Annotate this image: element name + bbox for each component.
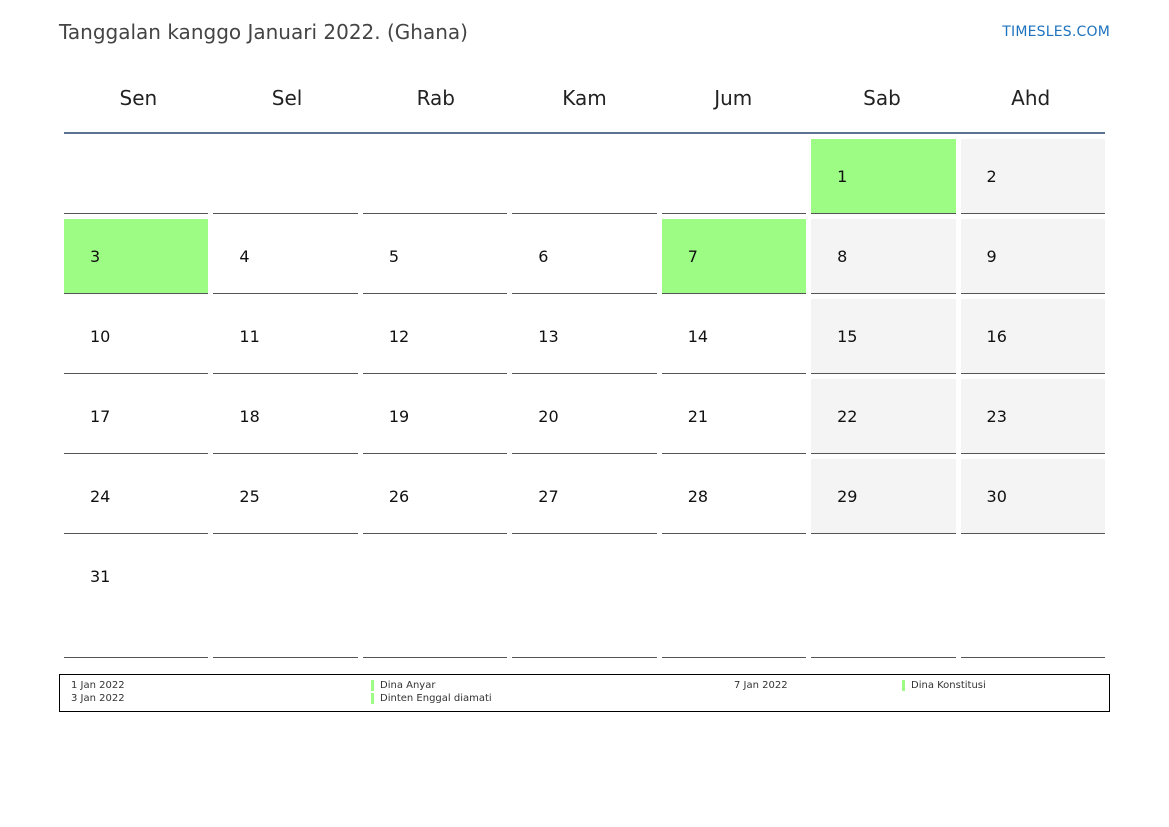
day-number: 28 — [687, 487, 709, 506]
day-cell[interactable]: 6 — [512, 219, 657, 294]
day-cell[interactable]: 30 — [960, 459, 1105, 534]
holiday-day-cell[interactable]: 3 — [64, 219, 209, 294]
day-number: 31 — [90, 567, 111, 586]
day-number: 22 — [837, 407, 858, 426]
empty-day-cell — [811, 539, 956, 658]
day-number: 11 — [239, 327, 260, 346]
empty-day-cell — [362, 539, 508, 658]
empty-day-cell — [64, 139, 209, 214]
day-cell[interactable]: 4 — [213, 219, 358, 294]
day-cell[interactable]: 19 — [362, 379, 508, 454]
empty-day-cell — [512, 139, 657, 214]
day-cell[interactable]: 17 — [64, 379, 209, 454]
day-cell[interactable]: 28 — [661, 459, 807, 534]
legend-date: 1 Jan 2022 — [71, 680, 125, 691]
day-number: 21 — [687, 407, 709, 426]
day-cell[interactable]: 31 — [64, 539, 209, 658]
weekday-label: Jum — [714, 86, 753, 110]
calendar-week-row: 24 25 26 27 28 29 30 — [64, 459, 1105, 534]
day-number: 23 — [986, 407, 1007, 426]
day-cell[interactable]: 23 — [960, 379, 1105, 454]
day-cell[interactable]: 18 — [213, 379, 358, 454]
empty-day-cell — [661, 539, 807, 658]
day-cell[interactable]: 9 — [960, 219, 1105, 294]
day-number: 2 — [986, 167, 997, 186]
day-number: 18 — [239, 407, 260, 426]
day-cell[interactable]: 20 — [512, 379, 657, 454]
legend-holiday-name: Dina Anyar — [371, 680, 435, 691]
weekday-label: Kam — [562, 86, 607, 110]
empty-day-cell — [213, 139, 358, 214]
day-number: 13 — [538, 327, 559, 346]
day-number: 20 — [538, 407, 559, 426]
day-cell[interactable]: 21 — [661, 379, 807, 454]
day-number: 16 — [986, 327, 1007, 346]
day-cell[interactable]: 2 — [960, 139, 1105, 214]
holiday-day-cell[interactable]: 7 — [661, 219, 807, 294]
empty-day-cell — [960, 539, 1105, 658]
day-cell[interactable]: 29 — [811, 459, 956, 534]
calendar-week-row: 10 11 12 13 14 15 16 — [64, 299, 1105, 374]
day-cell[interactable]: 16 — [960, 299, 1105, 374]
day-number: 1 — [837, 167, 848, 186]
day-number: 12 — [388, 327, 410, 346]
day-number: 27 — [538, 487, 559, 506]
holiday-day-cell[interactable]: 1 — [811, 139, 956, 214]
calendar-grid: 1 2 3 4 5 6 7 8 9 10 11 12 13 14 15 16 17 18 19 20 21 22 23 24 2… — [64, 139, 1105, 663]
day-number: 4 — [239, 247, 250, 266]
holiday-legend: 1 Jan 2022 3 Jan 2022 Dina Anyar Dinten … — [59, 674, 1110, 712]
day-number: 26 — [388, 487, 410, 506]
day-number: 9 — [986, 247, 997, 266]
empty-day-cell — [661, 139, 807, 214]
day-cell[interactable]: 26 — [362, 459, 508, 534]
weekday-header-row: Sen Sel Rab Kam Jum Sab Ahd — [64, 80, 1105, 134]
day-cell[interactable]: 10 — [64, 299, 209, 374]
weekday-label: Rab — [416, 86, 455, 110]
day-number: 7 — [687, 247, 698, 266]
day-number: 30 — [986, 487, 1007, 506]
legend-date: 7 Jan 2022 — [734, 680, 788, 691]
day-number: 24 — [90, 487, 111, 506]
legend-date: 3 Jan 2022 — [71, 693, 125, 704]
day-number: 10 — [90, 327, 111, 346]
weekday-label: Sen — [119, 86, 158, 110]
weekday-label: Ahd — [1011, 86, 1051, 110]
day-cell[interactable]: 12 — [362, 299, 508, 374]
day-cell[interactable]: 25 — [213, 459, 358, 534]
empty-day-cell — [512, 539, 657, 658]
day-cell[interactable]: 13 — [512, 299, 657, 374]
brand-link[interactable]: TIMESLES.COM — [1002, 24, 1110, 40]
day-number: 6 — [538, 247, 549, 266]
day-cell[interactable]: 5 — [362, 219, 508, 294]
day-cell[interactable]: 24 — [64, 459, 209, 534]
day-number: 19 — [388, 407, 410, 426]
day-number: 14 — [687, 327, 709, 346]
day-cell[interactable]: 22 — [811, 379, 956, 454]
day-cell[interactable]: 8 — [811, 219, 956, 294]
page-title: Tanggalan kanggo Januari 2022. (Ghana) — [59, 20, 468, 44]
day-number: 8 — [837, 247, 848, 266]
weekday-label: Sab — [863, 86, 901, 110]
legend-holiday-name: Dina Konstitusi — [902, 680, 986, 691]
empty-day-cell — [213, 539, 358, 658]
day-number: 3 — [90, 247, 101, 266]
empty-day-cell — [362, 139, 508, 214]
day-cell[interactable]: 11 — [213, 299, 358, 374]
day-number: 25 — [239, 487, 260, 506]
weekday-label: Sel — [271, 86, 303, 110]
day-number: 15 — [837, 327, 858, 346]
day-number: 5 — [388, 247, 400, 266]
day-cell[interactable]: 27 — [512, 459, 657, 534]
day-number: 17 — [90, 407, 111, 426]
calendar-week-row: 31 — [64, 539, 1105, 658]
day-cell[interactable]: 15 — [811, 299, 956, 374]
day-cell[interactable]: 14 — [661, 299, 807, 374]
calendar-week-row: 17 18 19 20 21 22 23 — [64, 379, 1105, 454]
day-number: 29 — [837, 487, 858, 506]
legend-holiday-name: Dinten Enggal diamati — [371, 693, 492, 704]
calendar-week-row: 3 4 5 6 7 8 9 — [64, 219, 1105, 294]
